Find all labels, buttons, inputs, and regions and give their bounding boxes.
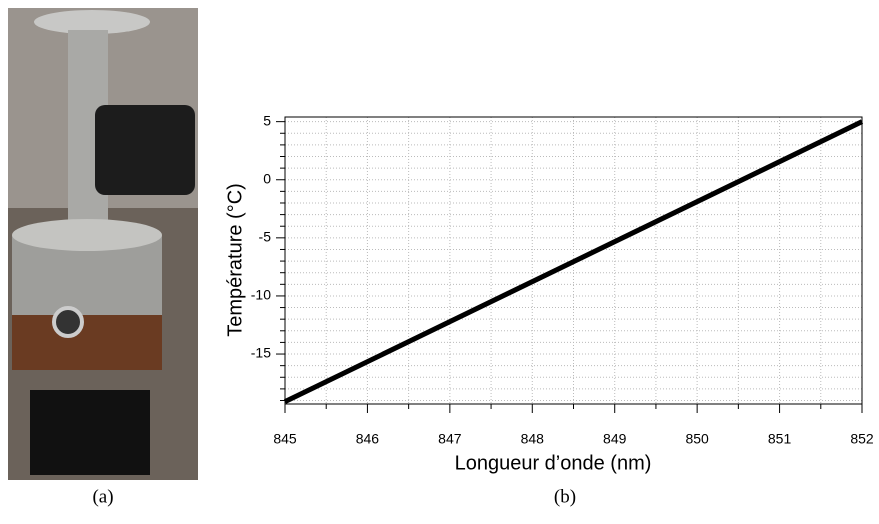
photo-copper [12, 315, 162, 370]
photo-top [12, 219, 162, 251]
photo-valve [95, 105, 195, 195]
y-tick-label: 5 [263, 112, 271, 128]
x-tick-label: 852 [850, 431, 874, 447]
x-tick-label: 845 [273, 431, 297, 447]
photo-base [30, 390, 150, 475]
y-axis-label: Température (°C) [224, 183, 246, 337]
photo [8, 8, 198, 480]
x-tick-label: 850 [685, 431, 709, 447]
photo-cap [34, 10, 150, 34]
y-tick-label: -15 [251, 345, 271, 361]
x-tick-label: 847 [438, 431, 462, 447]
y-tick-label: -10 [251, 287, 271, 303]
y-tick-label: 0 [263, 170, 271, 186]
caption: (b) [554, 486, 576, 507]
x-tick-label: 846 [356, 431, 380, 447]
x-tick-label: 851 [768, 431, 792, 447]
plot-frame [284, 116, 863, 405]
x-axis-label: Longueur d’onde (nm) [455, 452, 652, 474]
y-tick-label: -5 [259, 229, 272, 245]
photo-window [52, 306, 84, 338]
x-tick-label: 848 [521, 431, 545, 447]
x-tick-label: 849 [603, 431, 627, 447]
data-line [283, 119, 864, 404]
caption: (a) [92, 486, 113, 507]
